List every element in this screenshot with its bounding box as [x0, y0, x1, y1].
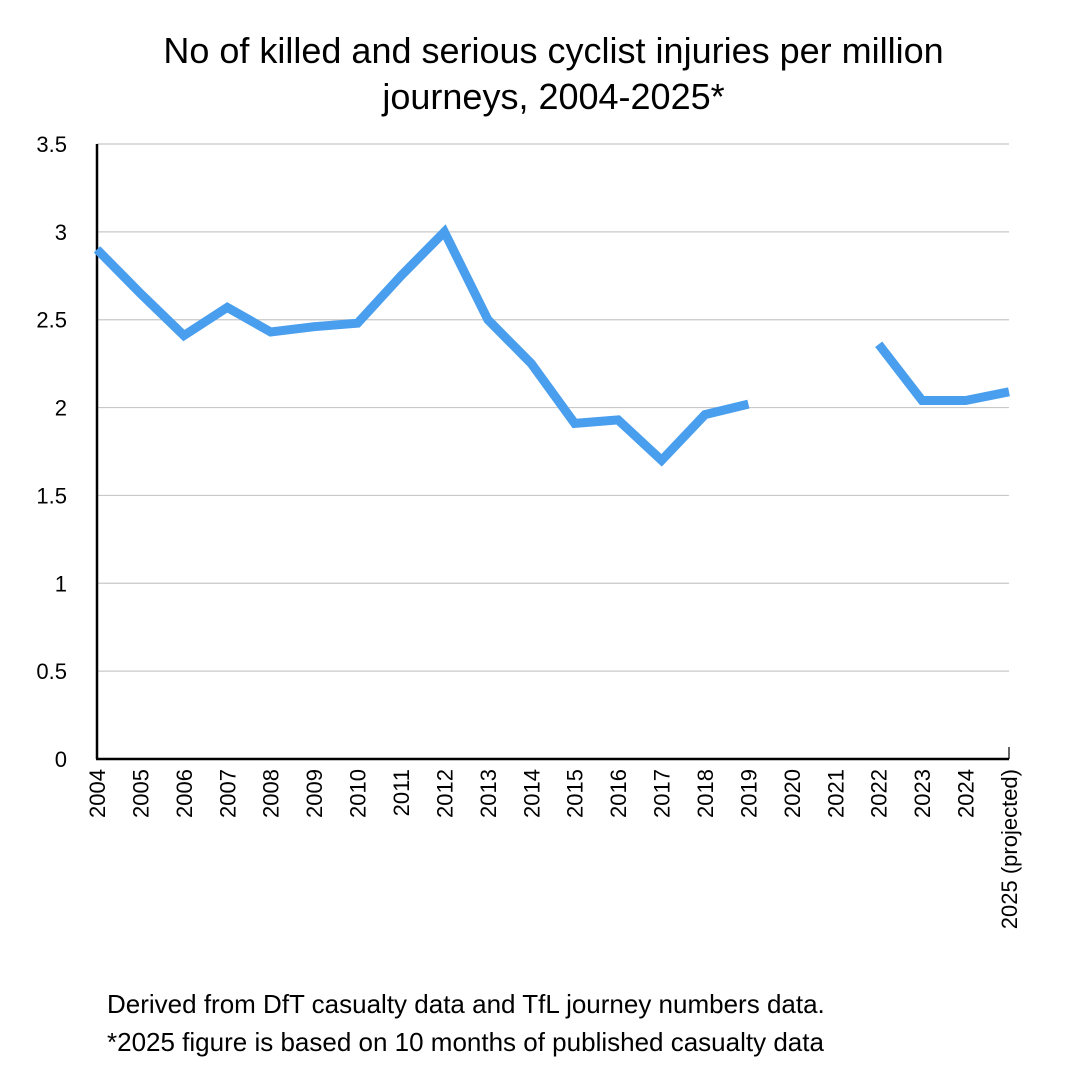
x-tick-label: 2005 — [128, 769, 153, 818]
x-tick-label: 2025 (projected) — [997, 769, 1022, 929]
footnote: Derived from DfT casualty data and TfL j… — [107, 985, 825, 1061]
y-tick-label: 3.5 — [36, 132, 67, 157]
x-tick-label: 2018 — [693, 769, 718, 818]
series-line — [875, 341, 1010, 405]
x-tick-label: 2008 — [259, 769, 284, 818]
footnote-source: Derived from DfT casualty data and TfL j… — [107, 989, 825, 1019]
series-line — [93, 224, 750, 467]
x-tick-label: 2023 — [910, 769, 935, 818]
y-tick-label: 1.5 — [36, 483, 67, 508]
x-tick-label: 2006 — [172, 769, 197, 818]
y-tick-label: 2.5 — [36, 308, 67, 333]
x-tick-label: 2007 — [215, 769, 240, 818]
y-tick-label: 3 — [55, 220, 67, 245]
x-tick-label: 2016 — [606, 769, 631, 818]
x-tick-label: 2022 — [867, 769, 892, 818]
x-tick-label: 2004 — [85, 769, 110, 818]
x-tick-label: 2020 — [780, 769, 805, 818]
x-tick-label: 2019 — [736, 769, 761, 818]
x-tick-label: 2011 — [389, 769, 414, 816]
x-tick-label: 2017 — [650, 769, 675, 818]
x-tick-label: 2012 — [432, 769, 457, 818]
x-tick-label: 2014 — [519, 769, 544, 818]
y-tick-label: 0 — [55, 747, 67, 772]
chart-title: No of killed and serious cyclist injurie… — [60, 28, 1047, 120]
y-tick-label: 0.5 — [36, 659, 67, 684]
x-tick-label: 2009 — [302, 769, 327, 818]
y-tick-label: 2 — [55, 396, 67, 421]
chart-title-line-2: journeys, 2004-2025* — [382, 76, 725, 117]
x-tick-label: 2021 — [823, 769, 848, 818]
x-tick-label: 2024 — [954, 769, 979, 818]
x-tick-label: 2013 — [476, 769, 501, 818]
chart-title-line-1: No of killed and serious cyclist injurie… — [163, 30, 944, 71]
x-tick-label: 2010 — [346, 769, 371, 818]
y-tick-label: 1 — [55, 571, 67, 596]
footnote-note: *2025 figure is based on 10 months of pu… — [107, 1027, 824, 1057]
x-tick-label: 2015 — [563, 769, 588, 818]
